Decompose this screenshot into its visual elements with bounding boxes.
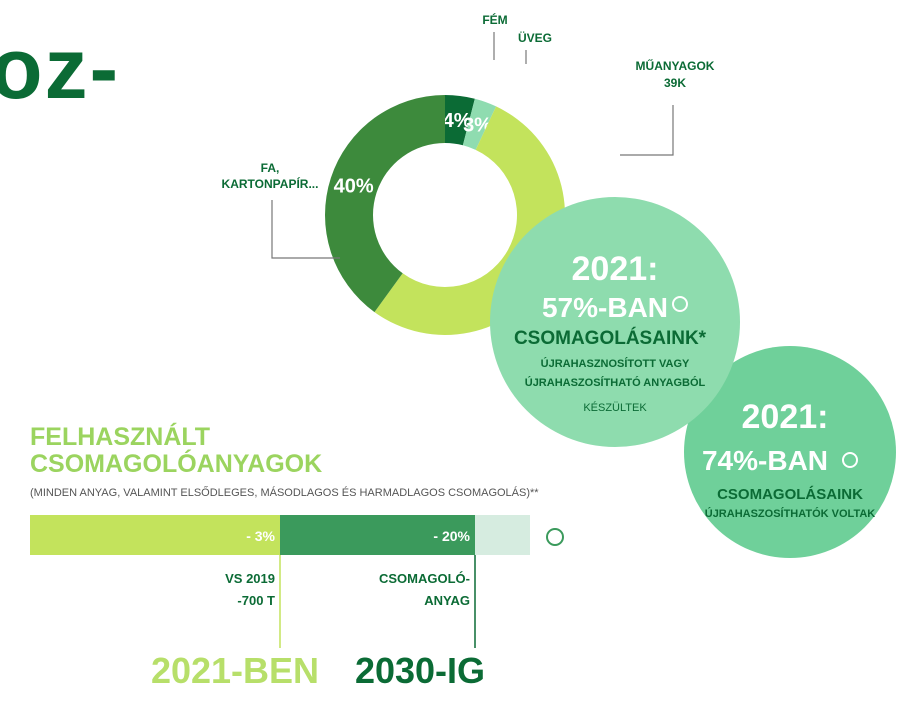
pie-slice — [462, 98, 497, 150]
bar-caption: CSOMAGOLÓ-ANYAG — [379, 571, 470, 608]
bubble-text: ÚJRAHASZOSÍTHATÓK VOLTAK — [704, 508, 876, 520]
category-label: FÉM — [482, 13, 508, 27]
section-title: FELHASZNÁLT CSOMAGOLÓANYAGOK — [30, 423, 323, 478]
bubble-headline: 74%-BAN — [701, 445, 829, 476]
bar-segment — [280, 515, 475, 555]
bubble-headline: 57%-BAN — [541, 292, 669, 323]
annotation: 39K — [663, 76, 686, 90]
section-subtitle: (MINDEN ANYAG, VALAMINT ELSŐDLEGES, MÁSO… — [30, 487, 539, 499]
bubble-subject: CSOMAGOLÁSAINK* — [513, 328, 707, 349]
period: 2030-IG — [354, 650, 486, 691]
bubble-1 — [490, 197, 740, 447]
category-label: FA, KARTONPAPÍR... — [221, 161, 319, 191]
category-label: MŰANYAGOK — [635, 59, 715, 73]
title: oz- — [0, 21, 121, 117]
period: 2021-BEN — [150, 650, 320, 691]
leader — [620, 105, 674, 156]
bar-label: - 3% — [246, 528, 275, 544]
check-icon — [672, 296, 688, 312]
leader — [271, 200, 340, 259]
category-label: ÜVEG — [517, 31, 552, 45]
bubble-year: 2021: — [741, 398, 829, 436]
bubble-text: ÚJRAHASZNOSÍTOTT VAGY ÚJRAHASZOSÍTHATÓ A… — [524, 358, 706, 389]
bubble-2 — [684, 346, 896, 558]
pie-slice — [445, 95, 475, 146]
bar-segment — [475, 515, 530, 555]
check-icon — [546, 528, 564, 546]
value-label: 4% — [443, 110, 472, 132]
pie-slice — [325, 95, 445, 313]
value-label: 40% — [334, 175, 374, 197]
check-icon — [842, 452, 858, 468]
bar-segment — [30, 515, 280, 555]
bubble-year: 2021: — [571, 250, 659, 288]
bubble-note: KÉSZÜLTEK — [583, 402, 647, 414]
bubble-subject: CSOMAGOLÁSAINK — [717, 486, 863, 503]
bar-label: - 20% — [433, 528, 470, 544]
bar-caption: VS 2019 -700 T — [225, 571, 275, 608]
